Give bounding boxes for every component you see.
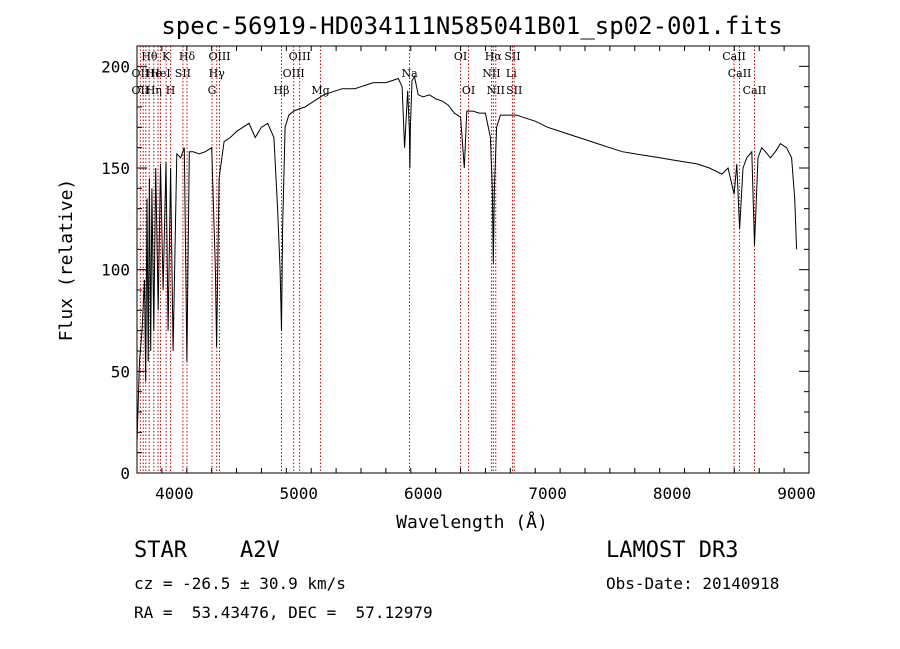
line-label: Hγ	[209, 67, 226, 80]
line-label: OII	[132, 67, 150, 80]
line-label: Hβ	[274, 84, 290, 97]
y-tick-label: 100	[101, 261, 130, 280]
line-label: SII	[506, 84, 522, 97]
line-label: CaII	[743, 84, 767, 97]
x-tick-label: 6000	[404, 484, 443, 503]
x-tick-label: 8000	[653, 484, 692, 503]
obs-date-text: Obs-Date: 20140918	[606, 574, 780, 593]
x-axis-label: Wavelength (Å)	[396, 511, 548, 533]
line-label: Hδ	[179, 50, 196, 63]
line-label: OII	[132, 84, 150, 97]
plot-frame	[136, 45, 810, 474]
x-tick-label: 9000	[777, 484, 816, 503]
spectrum-line	[136, 75, 798, 443]
object-class: STAR	[134, 538, 187, 563]
line-label: Mg	[311, 84, 329, 97]
annotation-lines	[139, 46, 755, 473]
x-tick-label: 5000	[280, 484, 319, 503]
y-tick-label: 200	[101, 57, 130, 76]
line-label: G	[208, 84, 217, 97]
line-label: SII	[504, 50, 520, 63]
x-tick-label: 4000	[155, 484, 194, 503]
line-label: CaII	[728, 67, 752, 80]
x-tick-label: 7000	[528, 484, 567, 503]
line-label: NII	[482, 67, 500, 80]
line-label: Na	[401, 67, 418, 80]
line-label: OI	[454, 50, 467, 63]
y-tick-label: 0	[120, 464, 130, 483]
coordinates-text: RA = 53.43476, DEC = 57.12979	[134, 603, 433, 622]
chart-title: spec-56919-HD034111N585041B01_sp02-001.f…	[161, 12, 782, 40]
y-axis-label: Flux (relative)	[56, 179, 77, 342]
line-label: He	[146, 67, 162, 80]
survey-name: LAMOST DR3	[606, 538, 739, 563]
y-tick-label: 50	[111, 362, 130, 381]
line-label: SII	[175, 67, 191, 80]
line-label: OIII	[208, 50, 230, 63]
x-axis-ticks: 4000 5000 6000 7000 8000 9000	[136, 46, 816, 503]
line-label: CaII	[722, 50, 746, 63]
line-label: K	[162, 50, 171, 63]
line-label: H	[166, 84, 176, 97]
redshift-text: cz = -26.5 ± 30.9 km/s	[134, 574, 346, 593]
line-label: Hθ	[141, 50, 158, 63]
y-tick-label: 150	[101, 159, 130, 178]
object-subclass: A2V	[240, 538, 280, 563]
line-label: Li	[506, 67, 517, 80]
y-axis-ticks: 0 50 100 150 200	[101, 45, 809, 483]
line-label: Hη	[146, 84, 162, 97]
line-label: Hα	[485, 50, 503, 63]
line-label: OI	[462, 84, 475, 97]
line-label: NII	[487, 84, 505, 97]
line-label: OIII	[289, 50, 311, 63]
line-label: HeI	[150, 67, 170, 80]
line-label: OIII	[283, 67, 305, 80]
